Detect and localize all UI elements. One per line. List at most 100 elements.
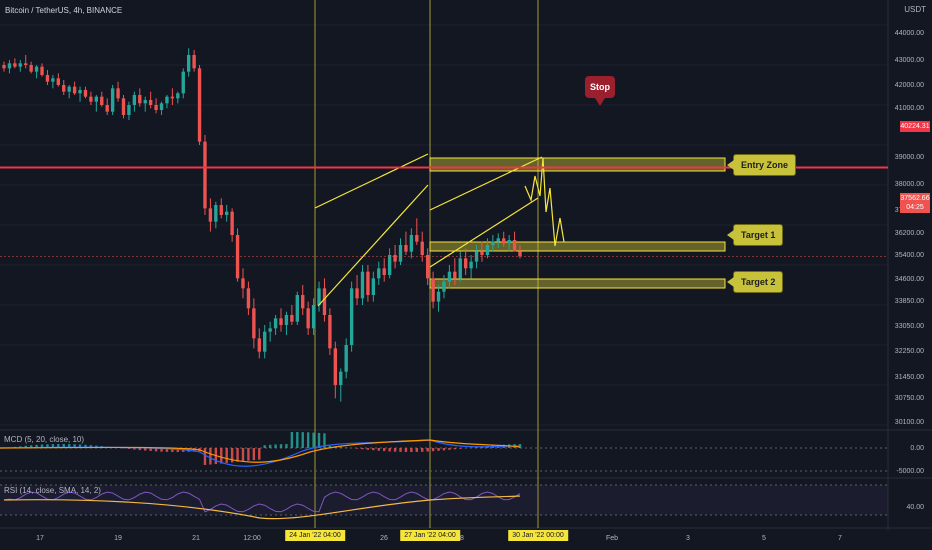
zone-3 bbox=[429, 278, 726, 289]
time-tick: 28 bbox=[456, 535, 464, 542]
candle-body bbox=[371, 278, 376, 295]
candle-body bbox=[387, 255, 392, 275]
candle-body bbox=[518, 251, 522, 257]
macd-histogram-bar bbox=[475, 446, 478, 448]
target1-label[interactable]: Target 1 bbox=[727, 224, 784, 246]
candle-body bbox=[83, 90, 88, 97]
macd-histogram-bar bbox=[306, 432, 310, 448]
macd-histogram-bar bbox=[40, 444, 44, 448]
macd-tick-zero: 0.00 bbox=[910, 445, 924, 452]
candle-body bbox=[290, 315, 294, 322]
macd-histogram-bar bbox=[459, 448, 462, 449]
candle-body bbox=[105, 105, 109, 112]
macd-histogram-bar bbox=[366, 448, 370, 450]
price-tick: 30750.00 bbox=[894, 395, 924, 402]
chart-title: Bitcoin / TetherUS, 4h, BINANCE bbox=[5, 6, 123, 15]
candle-body bbox=[279, 318, 283, 325]
candle-body bbox=[415, 235, 419, 242]
candle-body bbox=[72, 86, 77, 94]
macd-histogram-bar bbox=[258, 448, 261, 460]
macd-histogram-bar bbox=[67, 444, 71, 448]
candle-body bbox=[186, 55, 191, 72]
macd-histogram-bar bbox=[437, 448, 440, 451]
candle-body bbox=[273, 318, 278, 329]
macd-histogram-bar bbox=[339, 446, 342, 448]
rsi-band bbox=[0, 485, 888, 515]
macd-histogram-bar bbox=[290, 432, 294, 448]
candle-body bbox=[464, 258, 468, 269]
trend-drawings[interactable] bbox=[314, 153, 565, 307]
time-tick: Feb bbox=[605, 535, 619, 542]
rsi-sma-line bbox=[3, 495, 521, 520]
time-tick: 3 bbox=[686, 535, 690, 542]
candle-body bbox=[360, 271, 365, 299]
price-tick: 34600.00 bbox=[894, 276, 924, 283]
candle-body bbox=[263, 331, 267, 352]
candle-body bbox=[355, 288, 359, 299]
macd-histogram-bar bbox=[165, 448, 169, 452]
candle-body bbox=[121, 98, 126, 115]
candle-body bbox=[246, 288, 251, 309]
macd-histogram-bar bbox=[160, 448, 163, 452]
candle-body bbox=[159, 103, 164, 110]
candle-body bbox=[143, 100, 147, 104]
candle-body bbox=[306, 308, 310, 329]
candle-body bbox=[24, 63, 28, 65]
candle-body bbox=[203, 141, 207, 209]
macd-tick-low: -5000.00 bbox=[896, 468, 924, 475]
candle-body bbox=[301, 295, 305, 309]
wedge-upper-1 bbox=[314, 153, 429, 209]
currency-label: USDT bbox=[904, 5, 926, 14]
candle-body bbox=[165, 96, 169, 104]
wedge-lower-1 bbox=[317, 184, 429, 307]
wedge-upper-2 bbox=[429, 156, 543, 211]
candle-body bbox=[176, 93, 180, 99]
candle-body bbox=[2, 65, 6, 69]
candle-body bbox=[56, 78, 60, 85]
candle-body bbox=[51, 78, 55, 82]
candle-body bbox=[317, 288, 321, 305]
candle-body bbox=[94, 96, 99, 102]
price-tick: 39000.00 bbox=[894, 154, 924, 161]
candle-body bbox=[496, 238, 500, 242]
candle-body bbox=[132, 95, 137, 105]
macd-histogram-bar bbox=[383, 448, 386, 452]
price-tick: 31450.00 bbox=[894, 374, 924, 381]
macd-histogram-bar bbox=[361, 448, 364, 450]
macd-histogram-bar bbox=[225, 448, 228, 463]
price-tick: 42000.00 bbox=[894, 82, 924, 89]
candle-body bbox=[100, 96, 104, 105]
stop-label[interactable]: Stop bbox=[585, 76, 615, 106]
price-tick: 30100.00 bbox=[894, 419, 924, 426]
candle-body bbox=[138, 95, 142, 104]
candle-body bbox=[377, 268, 381, 279]
candle-body bbox=[404, 245, 408, 252]
price-tick: 44000.00 bbox=[894, 30, 924, 37]
macd-histogram-bar bbox=[171, 448, 174, 452]
candle-body bbox=[127, 105, 131, 115]
macd-histogram-bar bbox=[24, 445, 27, 448]
macd-histogram-bar bbox=[415, 448, 418, 452]
macd-pane bbox=[0, 432, 888, 472]
macd-histogram-bar bbox=[377, 448, 380, 451]
target2-label[interactable]: Target 2 bbox=[727, 271, 784, 293]
macd-histogram-bar bbox=[154, 448, 158, 452]
candle-body bbox=[366, 271, 370, 295]
countdown: 04:25 bbox=[906, 204, 924, 211]
candle-body bbox=[469, 261, 473, 269]
macd-histogram-bar bbox=[230, 448, 234, 463]
entry-zone-label[interactable]: Entry Zone bbox=[727, 154, 797, 176]
rsi-pane bbox=[0, 484, 888, 520]
candle-body bbox=[78, 90, 82, 94]
macd-histogram-bar bbox=[84, 444, 87, 448]
macd-histogram-bar bbox=[399, 448, 402, 452]
candle-body bbox=[62, 85, 66, 92]
stop-price-box: 40224.31 bbox=[900, 121, 930, 132]
macd-histogram-bar bbox=[317, 432, 321, 448]
candle-body bbox=[311, 305, 316, 329]
candle-body bbox=[398, 245, 403, 262]
price-zones[interactable] bbox=[429, 157, 726, 289]
time-marker-label: 24 Jan '22 04:00 bbox=[285, 530, 345, 541]
zone-2 bbox=[429, 241, 726, 252]
